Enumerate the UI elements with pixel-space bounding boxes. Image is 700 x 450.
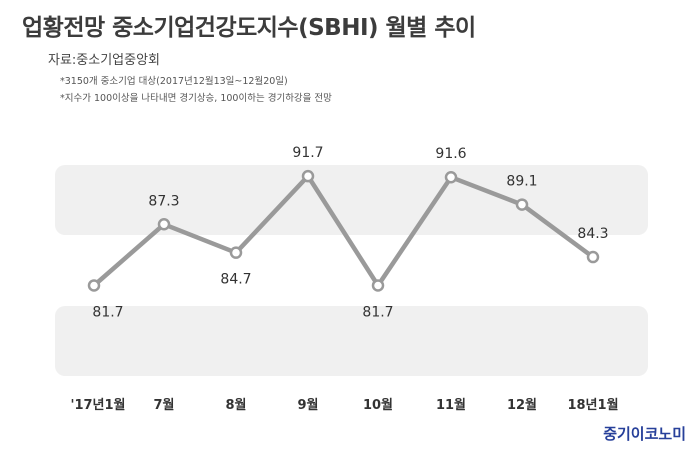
x-tick-label: 11월 bbox=[436, 397, 466, 413]
x-tick-label: 7월 bbox=[153, 397, 174, 413]
x-tick-label: 9월 bbox=[297, 397, 318, 413]
data-label: 91.6 bbox=[435, 146, 466, 162]
x-tick-label: 18년1월 bbox=[567, 397, 618, 413]
footnote-survey: *3150개 중소기업 대상(2017년12월13일~12월20일) bbox=[60, 76, 288, 87]
background-band-lower bbox=[55, 306, 648, 376]
footnote-interpretation: *지수가 100이상을 나타내면 경기상승, 100이하는 경기하강을 전망 bbox=[60, 93, 332, 104]
data-point bbox=[515, 198, 529, 211]
data-label: 87.3 bbox=[148, 193, 179, 209]
data-label: 84.7 bbox=[220, 272, 251, 288]
brand-logo: 중기이코노미 bbox=[603, 425, 686, 443]
x-tick-label: 8월 bbox=[225, 397, 246, 413]
data-point bbox=[229, 246, 243, 259]
data-point bbox=[157, 218, 171, 231]
data-labels: 81.7 87.3 84.7 91.7 81.7 91.6 89.1 84.3 bbox=[92, 145, 608, 320]
data-point bbox=[586, 250, 600, 264]
series-line bbox=[91, 173, 596, 288]
data-point bbox=[87, 279, 101, 292]
data-points bbox=[87, 169, 600, 292]
data-label: 84.3 bbox=[577, 226, 608, 242]
data-label: 81.7 bbox=[362, 304, 393, 320]
x-tick-label: 12월 bbox=[507, 397, 537, 413]
chart-title: 업황전망 중소기업건강도지수(SBHI) 월별 추이 bbox=[22, 15, 476, 41]
data-label: 91.7 bbox=[292, 145, 323, 161]
data-label: 89.1 bbox=[506, 174, 537, 190]
x-tick-label: 10월 bbox=[363, 397, 393, 413]
source-note: 자료:중소기업중앙회 bbox=[48, 53, 161, 68]
data-point bbox=[371, 279, 385, 292]
data-point bbox=[301, 169, 315, 183]
data-point bbox=[444, 170, 458, 184]
data-label: 81.7 bbox=[92, 304, 123, 320]
x-axis-ticks: '17년1월 7월 8월 9월 10월 11월 12월 18년1월 bbox=[70, 397, 618, 413]
x-tick-label: '17년1월 bbox=[70, 397, 125, 413]
background-band-upper bbox=[55, 165, 648, 235]
